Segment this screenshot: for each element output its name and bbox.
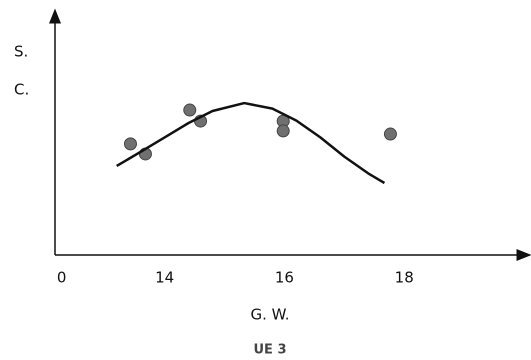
x-label: G. W. [250, 306, 289, 324]
caption: UE 3 [253, 343, 286, 358]
fit-curve [116, 101, 386, 185]
x-tick-label: 14 [155, 269, 174, 287]
x-tick-label: 0 [57, 269, 67, 287]
x-tick-label: 18 [395, 269, 414, 287]
y-label: S. [14, 43, 28, 61]
x-tick-label: 16 [275, 269, 294, 287]
data-point [123, 137, 137, 151]
data-point [383, 127, 397, 141]
data-point [276, 124, 290, 138]
data-point [183, 103, 197, 117]
y-label: C. [14, 81, 29, 99]
